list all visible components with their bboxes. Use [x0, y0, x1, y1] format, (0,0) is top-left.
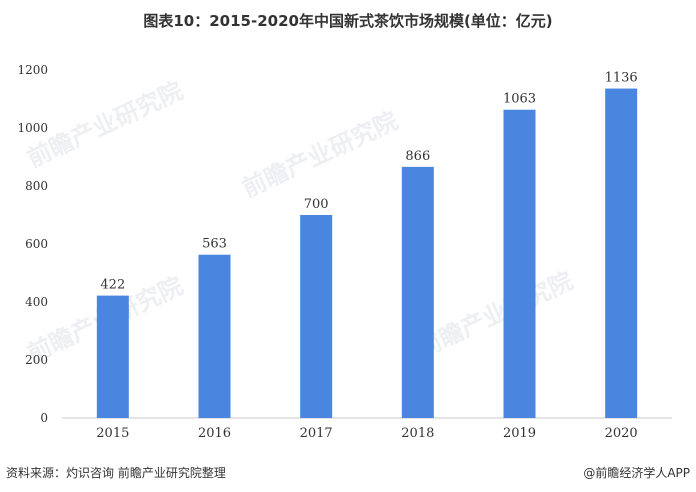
x-tick-label: 2019 — [503, 426, 536, 441]
x-tick-label: 2015 — [96, 426, 129, 441]
y-tick-label: 400 — [25, 295, 48, 309]
data-label: 563 — [202, 237, 227, 252]
bar — [503, 109, 536, 418]
footer: 资料来源：灼识咨询 前瞻产业研究院整理 @前瞻经济学人APP — [6, 464, 690, 480]
bar — [96, 295, 129, 418]
bar — [300, 215, 333, 418]
y-tick-label: 200 — [25, 353, 48, 367]
y-tick-label: 800 — [25, 179, 48, 193]
data-labels: 422 563 700 866 1063 1136 — [100, 71, 637, 293]
bar — [198, 254, 231, 418]
y-axis: 0 200 400 600 800 1000 1200 — [17, 63, 48, 425]
x-tick-label: 2016 — [198, 426, 231, 441]
y-tick-label: 1200 — [17, 63, 48, 77]
x-axis: 2015 2016 2017 2018 2019 2020 — [62, 417, 672, 441]
x-tick-label: 2018 — [401, 426, 434, 441]
source-note: 资料来源：灼识咨询 前瞻产业研究院整理 — [6, 466, 226, 480]
x-tick-label: 2020 — [605, 426, 638, 441]
x-tick-label: 2017 — [300, 426, 333, 441]
y-tick-label: 0 — [40, 411, 48, 425]
bar — [605, 88, 638, 418]
bars — [96, 88, 638, 418]
data-label: 422 — [100, 278, 125, 293]
chart-title: 图表10：2015-2020年中国新式茶饮市场规模(单位：亿元) — [143, 12, 553, 30]
data-label: 1063 — [503, 92, 536, 107]
y-tick-label: 600 — [25, 237, 48, 251]
bar — [401, 166, 434, 418]
data-label: 866 — [405, 149, 430, 164]
brand-credit: @前瞻经济学人APP — [583, 466, 690, 480]
y-tick-label: 1000 — [17, 121, 48, 135]
data-label: 700 — [304, 197, 329, 212]
data-label: 1136 — [605, 71, 638, 86]
